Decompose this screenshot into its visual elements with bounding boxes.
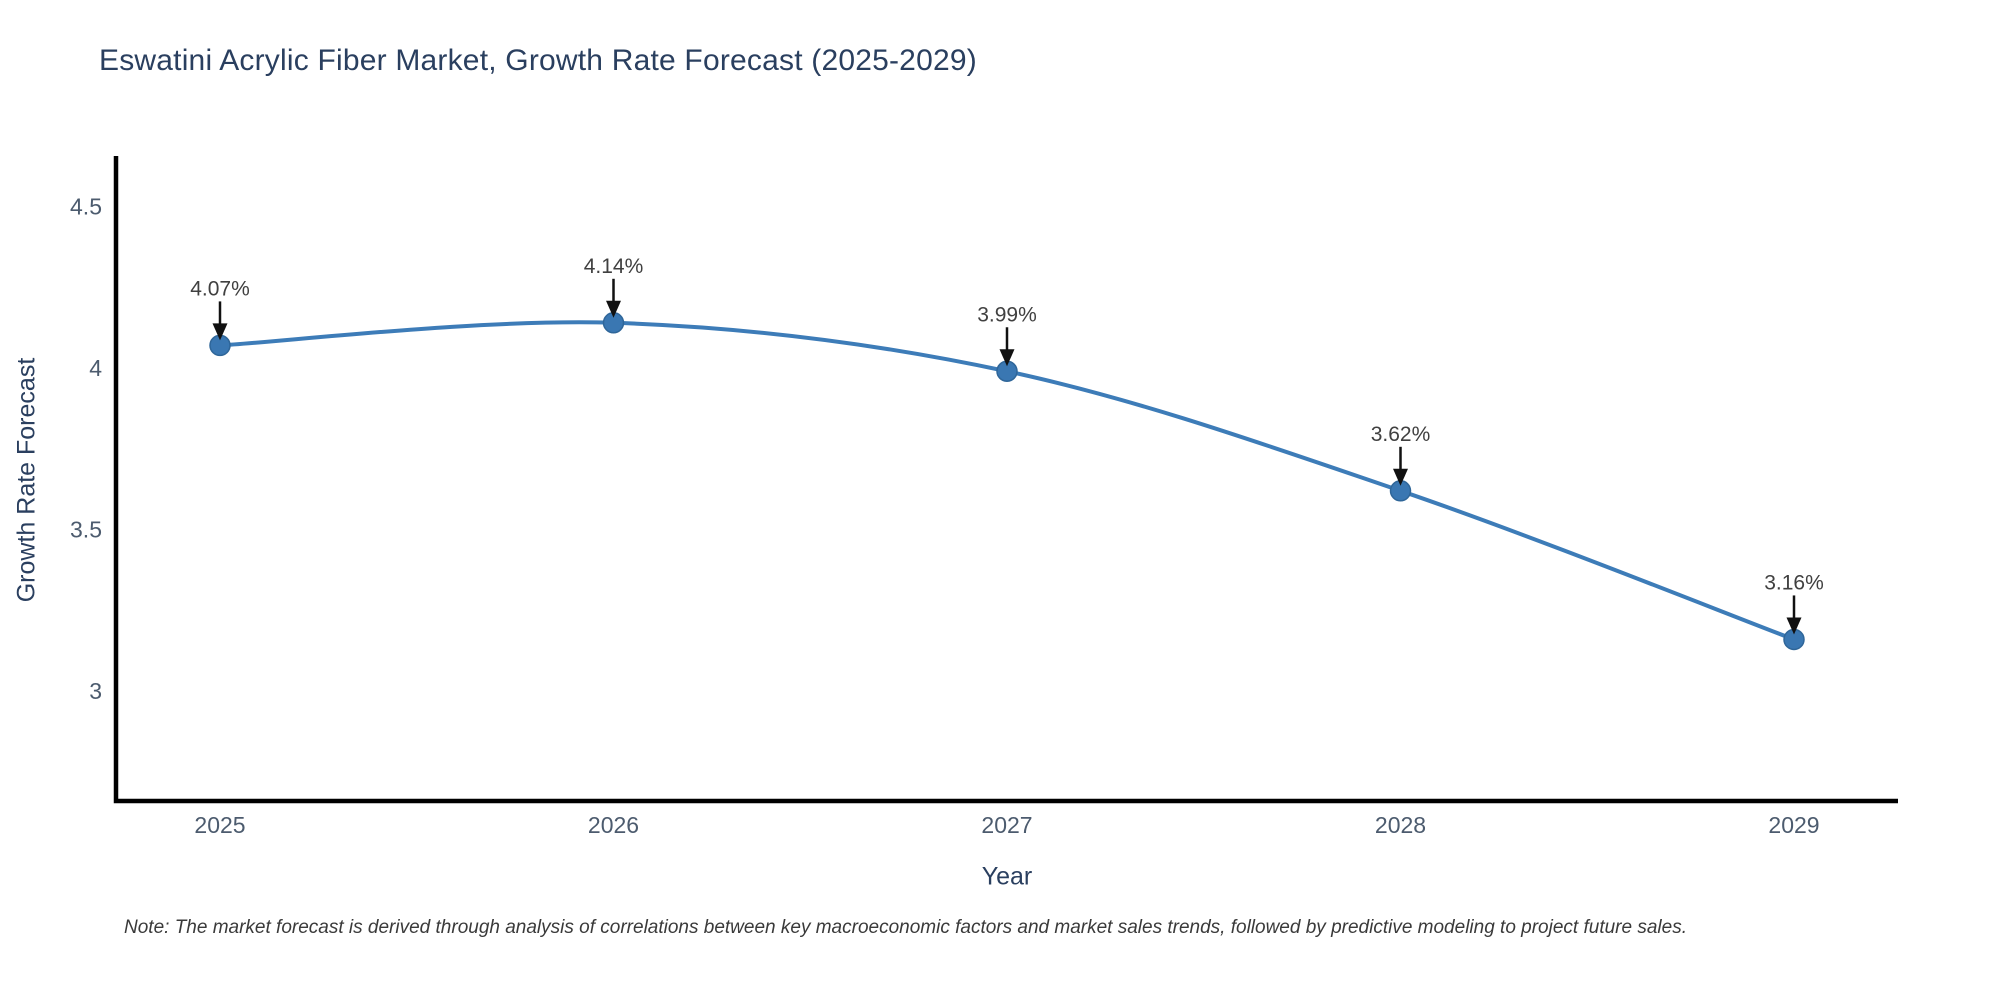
data-point-label: 4.14%	[584, 255, 644, 278]
x-axis-title: Year	[981, 862, 1033, 891]
data-point-label: 3.16%	[1764, 571, 1824, 594]
y-axis-title: Growth Rate Forecast	[12, 357, 41, 603]
x-tick-label: 2029	[1768, 812, 1819, 838]
y-tick-label: 3	[89, 678, 102, 704]
data-point-label: 3.62%	[1371, 423, 1431, 446]
x-tick-label: 2028	[1375, 812, 1426, 838]
x-tick-label: 2025	[194, 812, 245, 838]
axis-lines	[113, 156, 1898, 804]
y-tick-label: 4	[89, 355, 102, 381]
annotation-arrowhead-icon	[999, 349, 1015, 367]
x-tick-label: 2026	[588, 812, 639, 838]
annotation-arrowhead-icon	[1393, 468, 1408, 486]
x-tick-label: 2027	[981, 812, 1032, 838]
y-tick-label: 4.5	[70, 193, 102, 219]
footnote: Note: The market forecast is derived thr…	[124, 917, 1687, 938]
annotation-arrowhead-icon	[606, 300, 621, 318]
chart-title: Eswatini Acrylic Fiber Market, Growth Ra…	[99, 44, 977, 77]
data-point-label: 4.07%	[190, 277, 250, 300]
y-tick-label: 3.5	[70, 517, 102, 543]
annotation-arrowhead-icon	[212, 323, 228, 341]
annotation-arrowhead-icon	[1786, 617, 1802, 635]
data-point-label: 3.99%	[977, 303, 1037, 326]
